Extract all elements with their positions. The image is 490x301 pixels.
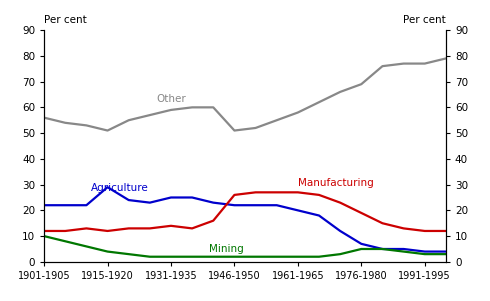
Text: Mining: Mining [209,244,244,254]
Text: Per cent: Per cent [44,15,87,26]
Text: Other: Other [156,94,186,104]
Text: Agriculture: Agriculture [91,183,148,193]
Text: Manufacturing: Manufacturing [298,178,373,188]
Text: Per cent: Per cent [403,15,446,26]
